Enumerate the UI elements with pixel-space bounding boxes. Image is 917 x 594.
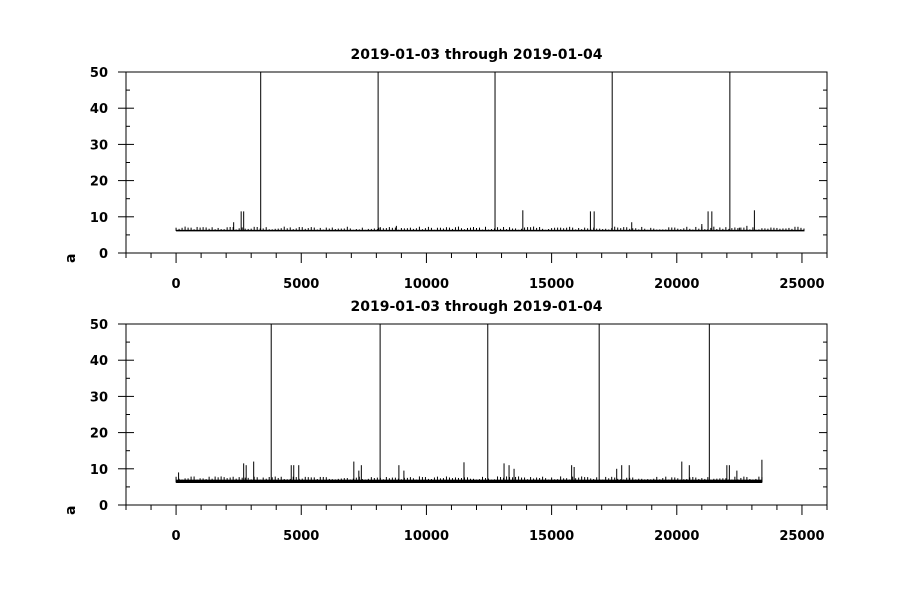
y-tick-label: 40	[90, 354, 108, 369]
y-tick-label: 20	[90, 175, 108, 190]
x-tick-label: 0	[172, 277, 181, 292]
series-baseline-band	[176, 229, 805, 231]
series-1	[175, 72, 805, 232]
x-tick-label: 10000	[404, 529, 449, 544]
series-1	[175, 324, 763, 484]
x-tick-label: 25000	[779, 529, 824, 544]
y-tick-label: 50	[90, 66, 108, 81]
y-tick-label: 0	[99, 499, 108, 514]
chart-title: 2019-01-03 through 2019-01-04	[351, 47, 603, 63]
chart-panel-2: 2019-01-03 through 2019-01-04 ance betwee…	[63, 299, 828, 544]
x-tick-label: 20000	[654, 529, 699, 544]
y-tick-label: 50	[90, 318, 108, 333]
x-tick-label: 5000	[283, 277, 319, 292]
plot-frame	[125, 71, 828, 254]
x-tick-label: 20000	[654, 277, 699, 292]
x-tick-label: 15000	[529, 277, 574, 292]
y-axis-label: ance between Time Tags	[63, 69, 79, 263]
y-tick-label: 0	[99, 247, 108, 262]
series-baseline-band	[176, 479, 762, 483]
x-tick-label: 25000	[779, 277, 824, 292]
x-tick-label: 5000	[283, 529, 319, 544]
x-tick-label: 0	[172, 529, 181, 544]
x-tick-label: 10000	[404, 277, 449, 292]
y-tick-label: 20	[90, 427, 108, 442]
plot-frame	[125, 323, 828, 506]
y-tick-label: 40	[90, 102, 108, 117]
chart-title: 2019-01-03 through 2019-01-04	[351, 299, 603, 315]
y-tick-label: 10	[90, 463, 108, 478]
y-axis-label: ance between Time Tags	[63, 321, 79, 515]
chart-panel-1: 2019-01-03 through 2019-01-04 ance betwee…	[63, 47, 828, 292]
x-tick-label: 15000	[529, 529, 574, 544]
y-tick-label: 10	[90, 211, 108, 226]
y-tick-label: 30	[90, 138, 108, 153]
y-tick-label: 30	[90, 390, 108, 405]
